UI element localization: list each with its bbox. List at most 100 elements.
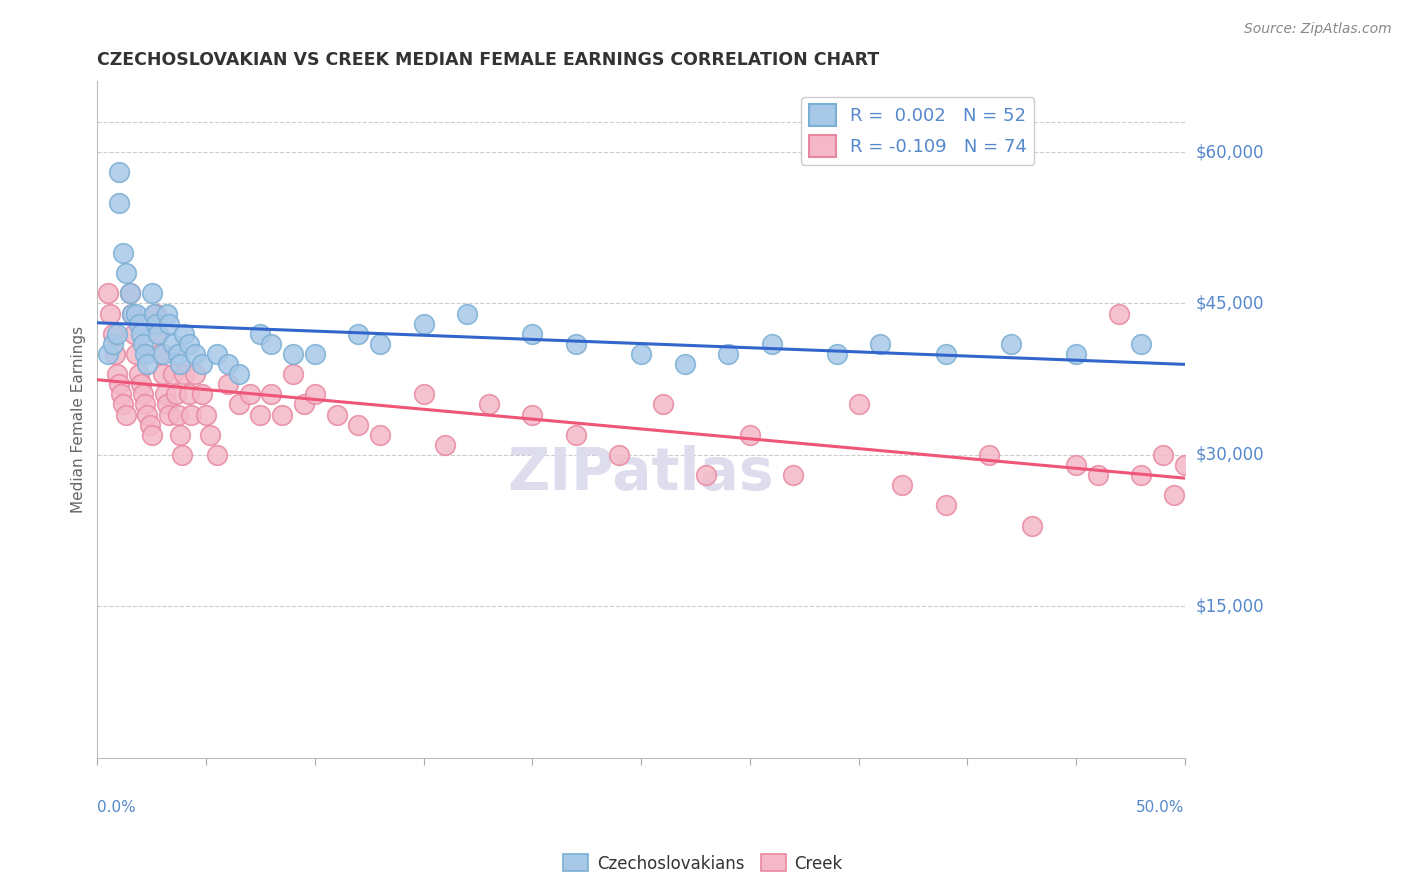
Point [132, 387, 155, 401]
Text: 0.0%: 0.0% [97, 799, 136, 814]
Point [260, 337, 283, 351]
Point [782, 468, 804, 483]
Point [217, 357, 239, 371]
Point [271, 408, 294, 422]
Point [141, 427, 163, 442]
Point [129, 326, 152, 341]
Point [977, 448, 1000, 462]
Point [228, 397, 250, 411]
Point [136, 357, 159, 371]
Text: $30,000: $30,000 [1197, 446, 1264, 464]
Point [249, 408, 271, 422]
Point [434, 438, 457, 452]
Point [134, 397, 156, 411]
Point [148, 326, 170, 341]
Point [205, 448, 228, 462]
Point [695, 468, 717, 483]
Point [128, 317, 150, 331]
Point [1000, 337, 1022, 351]
Point [152, 347, 174, 361]
Point [347, 417, 370, 432]
Point [101, 337, 124, 351]
Text: 50.0%: 50.0% [1136, 799, 1185, 814]
Point [761, 337, 783, 351]
Point [129, 377, 152, 392]
Text: ZIPatlas: ZIPatlas [508, 445, 775, 502]
Point [118, 286, 141, 301]
Point [148, 326, 170, 341]
Point [156, 307, 179, 321]
Point [281, 367, 304, 381]
Point [125, 347, 148, 361]
Point [368, 337, 391, 351]
Text: $45,000: $45,000 [1197, 294, 1264, 312]
Point [292, 397, 315, 411]
Point [190, 387, 212, 401]
Point [869, 337, 891, 351]
Point [304, 347, 326, 361]
Point [200, 427, 222, 442]
Point [934, 347, 956, 361]
Point [228, 367, 250, 381]
Point [169, 357, 191, 371]
Text: CZECHOSLOVAKIAN VS CREEK MEDIAN FEMALE EARNINGS CORRELATION CHART: CZECHOSLOVAKIAN VS CREEK MEDIAN FEMALE E… [97, 51, 880, 69]
Point [1021, 518, 1043, 533]
Point [1130, 337, 1153, 351]
Point [177, 387, 200, 401]
Point [157, 408, 180, 422]
Point [412, 387, 434, 401]
Point [136, 408, 159, 422]
Point [145, 317, 167, 331]
Text: $15,000: $15,000 [1197, 598, 1264, 615]
Point [97, 347, 120, 361]
Point [891, 478, 914, 492]
Point [124, 326, 146, 341]
Point [1064, 458, 1087, 472]
Point [825, 347, 848, 361]
Point [190, 357, 212, 371]
Point [138, 417, 160, 432]
Point [1108, 307, 1130, 321]
Text: Source: ZipAtlas.com: Source: ZipAtlas.com [1244, 22, 1392, 37]
Point [738, 427, 761, 442]
Point [304, 387, 326, 401]
Point [239, 387, 262, 401]
Point [141, 286, 163, 301]
Point [153, 387, 176, 401]
Point [281, 347, 304, 361]
Legend: R =  0.002   N = 52, R = -0.109   N = 74: R = 0.002 N = 52, R = -0.109 N = 74 [801, 97, 1035, 165]
Point [132, 337, 155, 351]
Point [104, 347, 127, 361]
Point [456, 307, 478, 321]
Point [101, 326, 124, 341]
Point [1087, 468, 1109, 483]
Point [934, 499, 956, 513]
Point [607, 448, 630, 462]
Point [162, 367, 184, 381]
Point [162, 337, 184, 351]
Point [368, 427, 391, 442]
Point [177, 337, 200, 351]
Point [145, 307, 167, 321]
Point [121, 307, 143, 321]
Point [260, 387, 283, 401]
Point [478, 397, 501, 411]
Point [717, 347, 740, 361]
Point [165, 387, 187, 401]
Point [114, 266, 136, 280]
Point [180, 408, 202, 422]
Point [205, 347, 228, 361]
Point [114, 408, 136, 422]
Point [172, 448, 194, 462]
Point [217, 377, 239, 392]
Point [673, 357, 696, 371]
Point [108, 377, 131, 392]
Point [156, 397, 179, 411]
Point [157, 317, 180, 331]
Point [522, 326, 544, 341]
Point [848, 397, 870, 411]
Point [108, 195, 131, 210]
Point [112, 397, 135, 411]
Point [1064, 347, 1087, 361]
Point [173, 326, 195, 341]
